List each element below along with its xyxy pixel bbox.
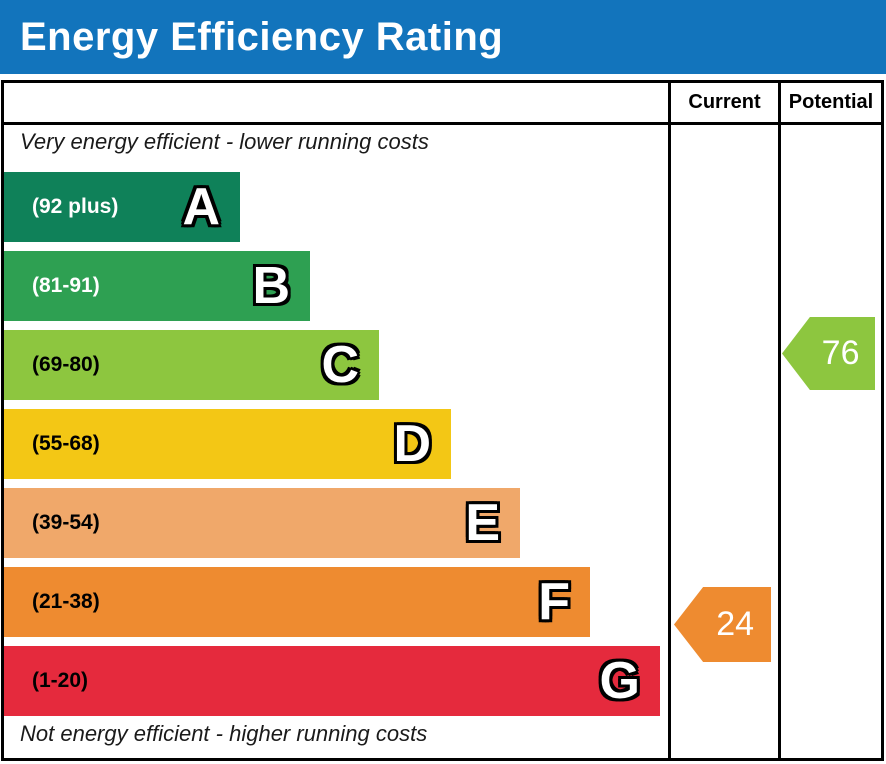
band-row-f: (21-38) F <box>4 567 590 637</box>
bottom-note: Not energy efficient - higher running co… <box>20 721 428 746</box>
band-range-label: (81-91) <box>32 274 100 297</box>
current-rating-value: 24 <box>716 605 755 643</box>
column-header-potential: Potential <box>788 91 874 113</box>
band-row-d: (55-68) D <box>4 409 451 479</box>
band-letter: C <box>321 336 359 394</box>
potential-column-divider <box>778 83 781 758</box>
band-row-a: (92 plus) A <box>4 172 240 242</box>
potential-rating-value: 76 <box>821 334 860 372</box>
band-range-label: (39-54) <box>32 511 100 534</box>
band-range-label: (69-80) <box>32 353 100 376</box>
band-letter: F <box>538 573 570 631</box>
band-letter: D <box>393 415 431 473</box>
potential-rating-arrow: 76 <box>782 317 875 390</box>
current-rating-arrow: 24 <box>674 587 771 662</box>
band-letter: A <box>182 178 220 236</box>
band-row-e: (39-54) E <box>4 488 520 558</box>
band-row-c: (69-80) C <box>4 330 379 400</box>
band-letter: E <box>465 494 500 552</box>
band-row-b: (81-91) B <box>4 251 310 321</box>
band-range-label: (55-68) <box>32 432 100 455</box>
column-header-current: Current <box>688 91 761 113</box>
band-range-label: (1-20) <box>32 669 89 692</box>
header-row-divider <box>4 122 881 125</box>
band-letter: G <box>599 652 640 710</box>
band-range-label: (92 plus) <box>32 195 119 218</box>
title-bar: Energy Efficiency Rating <box>0 0 886 74</box>
band-letter: B <box>252 257 290 315</box>
band-range-label: (21-38) <box>32 590 100 613</box>
page-title: Energy Efficiency Rating <box>20 14 504 59</box>
rating-table: Current Potential Very energy efficient … <box>1 80 884 761</box>
band-row-g: (1-20) G <box>4 646 660 716</box>
top-note: Very energy efficient - lower running co… <box>20 129 429 154</box>
current-column-divider <box>668 83 671 758</box>
